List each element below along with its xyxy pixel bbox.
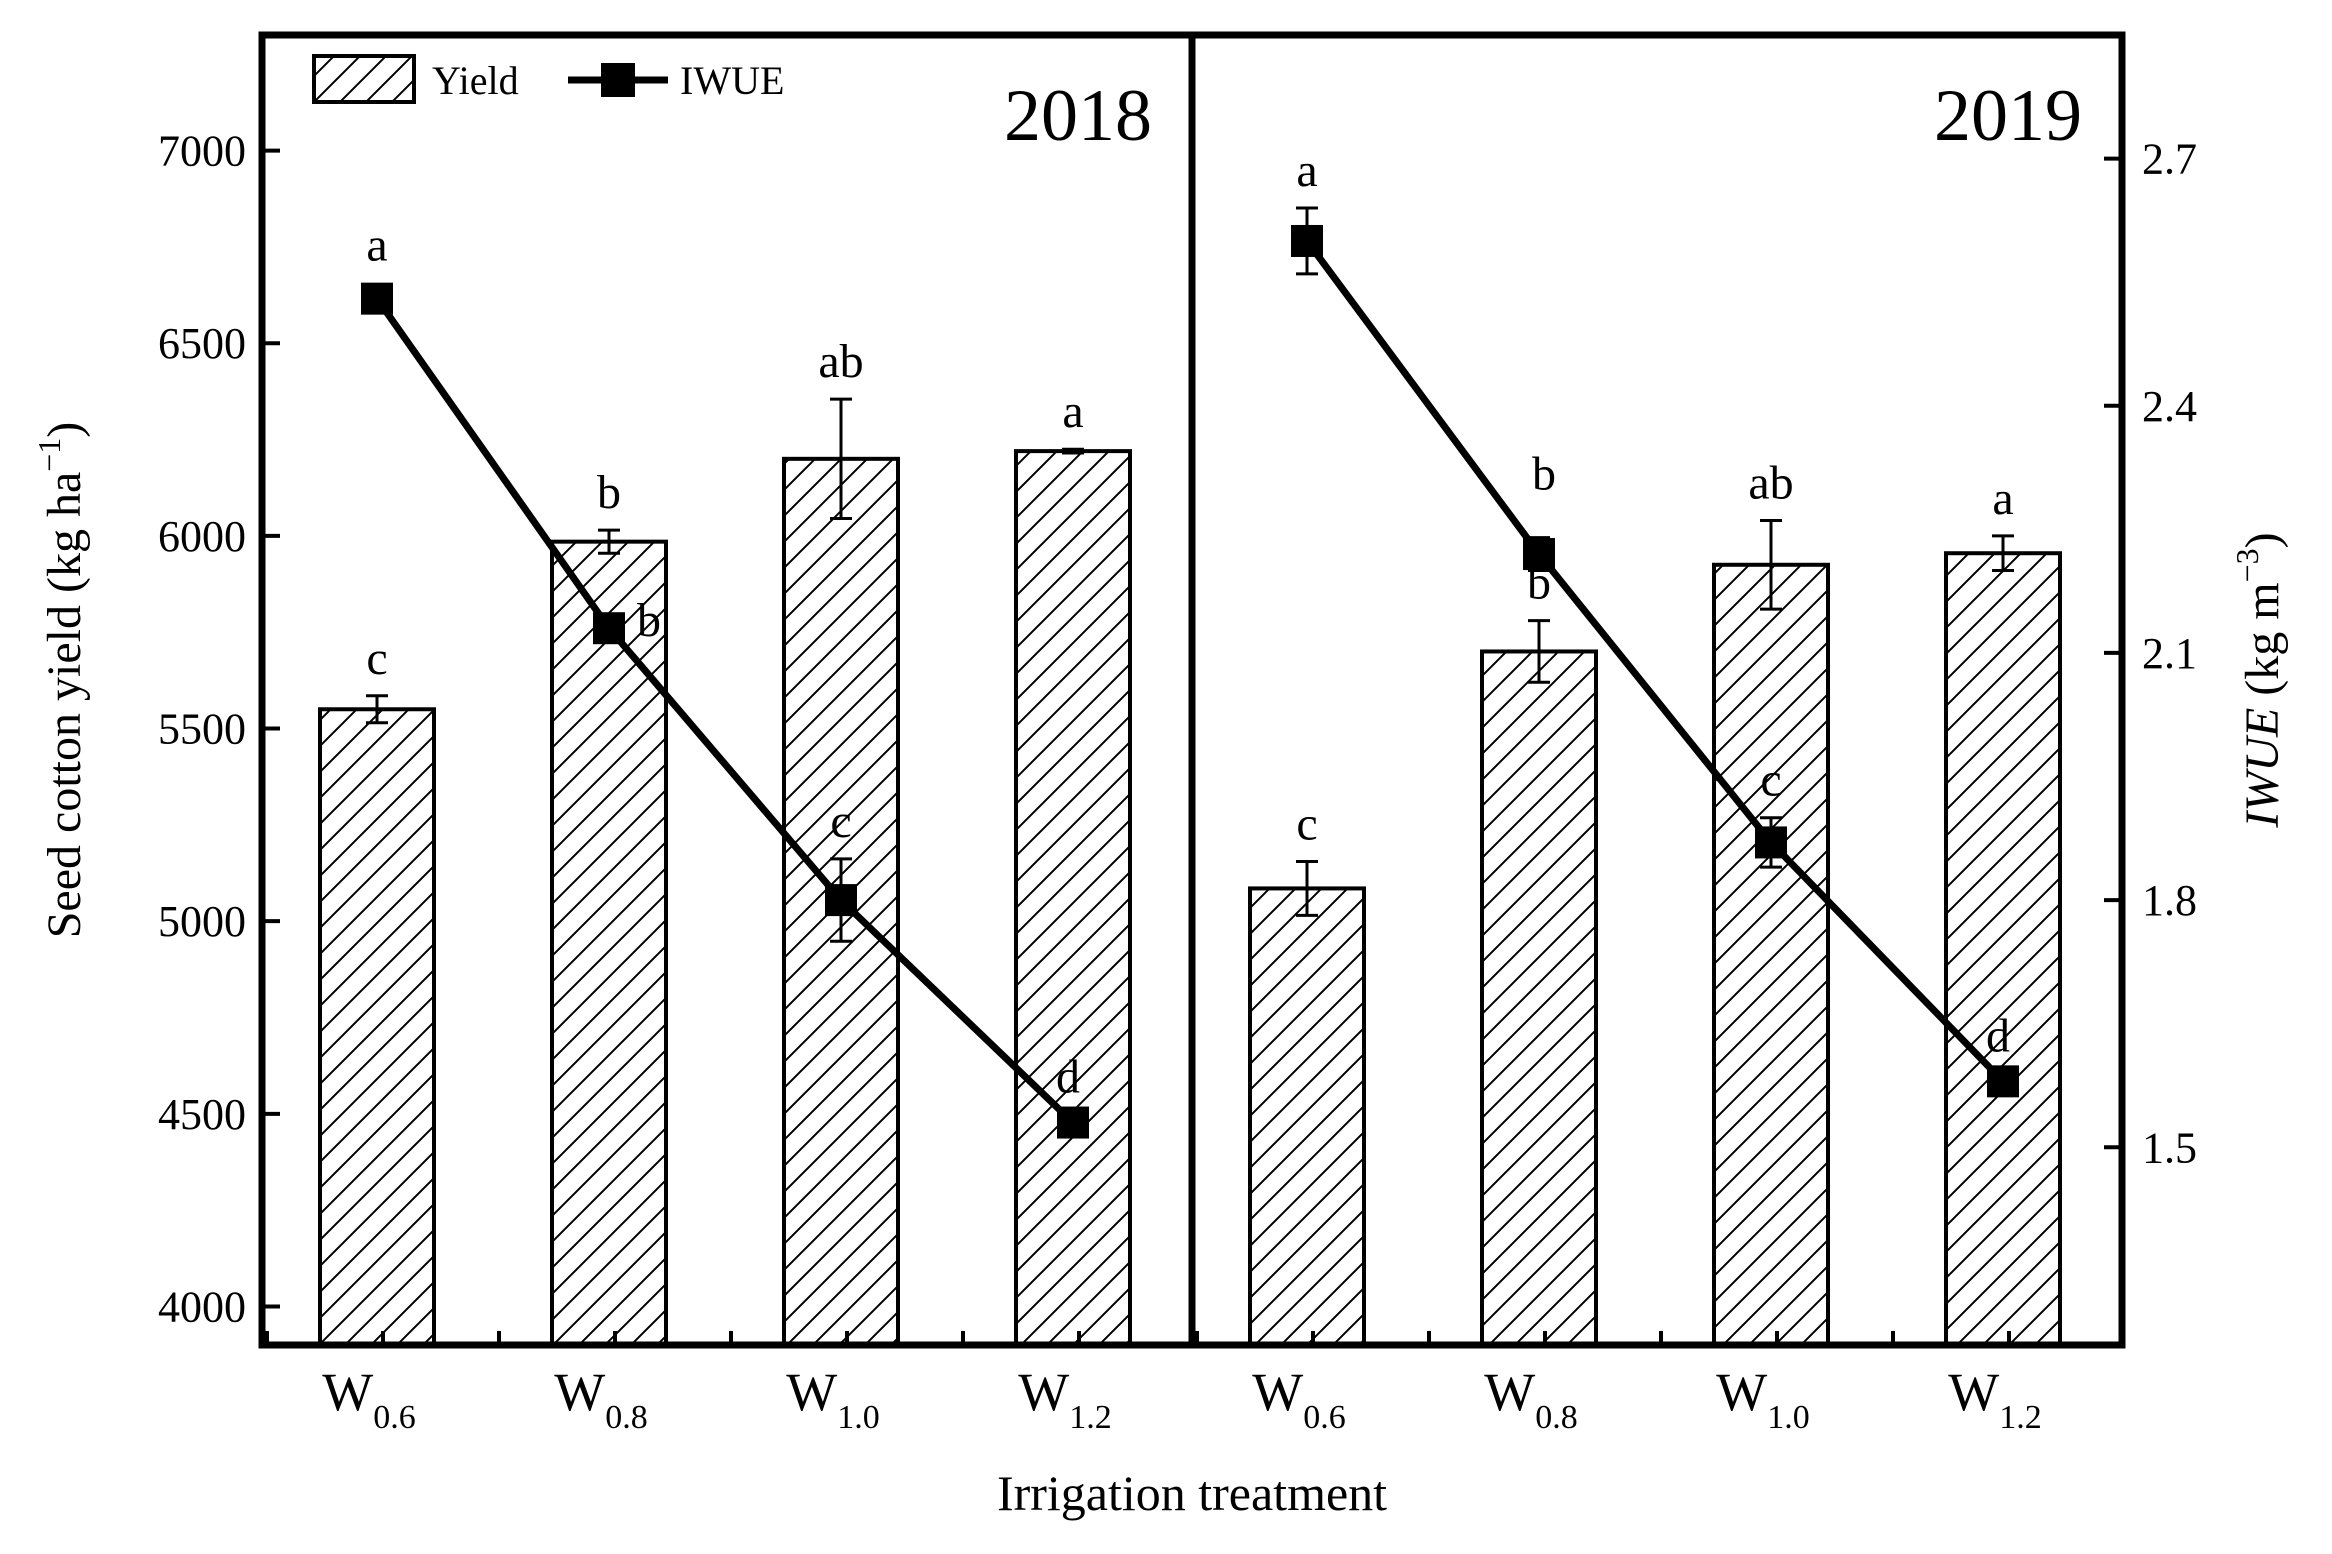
- x-tick-label: W1.2: [1018, 1362, 1111, 1436]
- bar: [1480, 649, 1598, 1347]
- iwue-marker: [1057, 1106, 1089, 1139]
- bar: [1944, 551, 2062, 1347]
- bar-letter: a: [1992, 472, 2013, 525]
- x-tick-label: W1.0: [786, 1362, 879, 1436]
- iwue-marker: [1291, 224, 1323, 257]
- iwue-letter: b: [1532, 448, 1556, 501]
- bar: [1712, 562, 1830, 1347]
- y-tick-label: 4000: [158, 1282, 246, 1331]
- x-tick-label: W0.8: [1484, 1362, 1577, 1436]
- bar: [1014, 449, 1132, 1347]
- bar: [1248, 886, 1366, 1347]
- x-tick-label: W1.2: [1948, 1362, 2041, 1436]
- iwue-marker: [825, 884, 857, 917]
- x-tick-label: W1.0: [1716, 1362, 1809, 1436]
- bar-letter: ab: [818, 335, 863, 388]
- y-tick-label: 7000: [158, 127, 246, 176]
- iwue-marker: [361, 282, 393, 315]
- x-tick-label: W0.6: [1252, 1362, 1345, 1436]
- iwue-marker: [1755, 826, 1787, 859]
- y-tick-label: 4500: [158, 1090, 246, 1139]
- x-tick-label: W0.8: [554, 1362, 647, 1436]
- panel-title: 2019: [1934, 75, 2082, 157]
- y2-tick-label: 1.5: [2142, 1123, 2197, 1172]
- bar: [318, 707, 436, 1347]
- y2-tick-label: 2.4: [2142, 382, 2197, 431]
- iwue-letter: a: [366, 219, 387, 272]
- iwue-line: [1304, 238, 2006, 1084]
- bar: [550, 539, 668, 1347]
- iwue-letter: b: [637, 594, 661, 647]
- y-tick-label: 5000: [158, 897, 246, 946]
- iwue-letter: c: [830, 795, 851, 848]
- bar-letter: b: [597, 466, 621, 519]
- iwue-marker: [1987, 1065, 2019, 1098]
- legend: Yield IWUE: [312, 54, 784, 104]
- iwue-letter: d: [1056, 1051, 1080, 1104]
- bar-letter: c: [366, 632, 387, 685]
- bar-letter: ab: [1748, 456, 1793, 509]
- y2-tick-label: 2.1: [2142, 629, 2197, 678]
- legend-marker-swatch: [601, 63, 635, 97]
- y-axis-title: Seed cotton yield (kg ha−1): [31, 422, 91, 939]
- x-axis-title: Irrigation treatment: [997, 1465, 1387, 1521]
- y2-tick-label: 1.8: [2142, 876, 2197, 925]
- panel-title: 2018: [1004, 75, 1152, 157]
- iwue-letter: d: [1986, 1009, 2010, 1062]
- iwue-letter: c: [1760, 754, 1781, 807]
- bar-letter: a: [1062, 385, 1083, 438]
- y-tick-label: 6000: [158, 512, 246, 561]
- iwue-letter: a: [1296, 144, 1317, 197]
- iwue-line: [374, 296, 1076, 1126]
- legend-bar-label: Yield: [432, 58, 519, 103]
- legend-bar-swatch: [312, 54, 416, 104]
- y2-axis-title: IWUE (kg m−3): [2229, 532, 2289, 828]
- y-tick-label: 5500: [158, 705, 246, 754]
- bar-letter: c: [1296, 797, 1317, 850]
- x-tick-label: W0.6: [322, 1362, 415, 1436]
- y-tick-label: 6500: [158, 319, 246, 368]
- y2-tick-label: 2.7: [2142, 135, 2197, 184]
- legend-line-label: IWUE: [680, 58, 784, 103]
- iwue-marker: [593, 612, 625, 645]
- iwue-marker: [1523, 538, 1555, 571]
